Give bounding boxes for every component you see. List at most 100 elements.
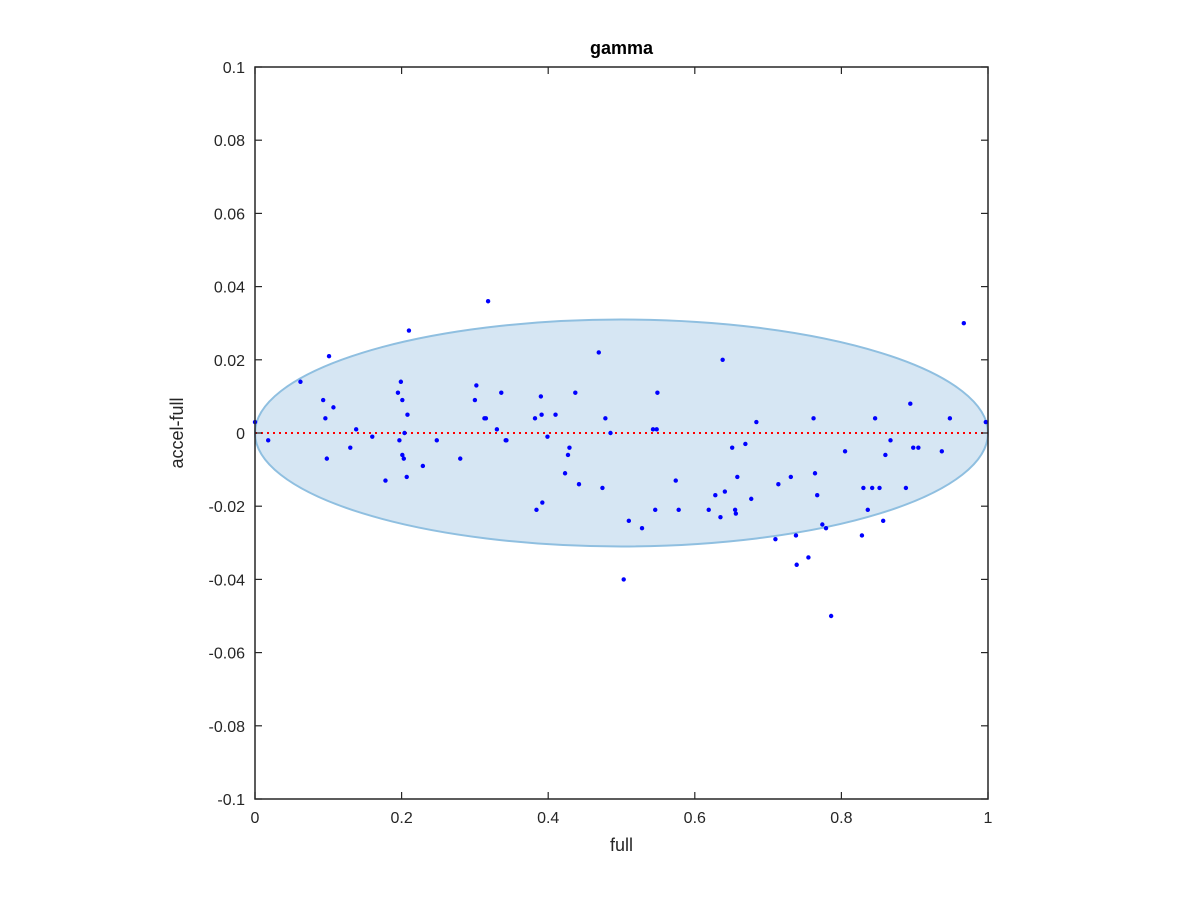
data-point	[732, 507, 738, 513]
data-point	[458, 456, 463, 461]
data-point	[573, 390, 578, 395]
data-point	[654, 427, 659, 432]
data-point	[718, 514, 723, 520]
data-point	[265, 438, 271, 443]
data-point	[880, 518, 886, 524]
data-point	[434, 438, 439, 443]
data-point	[865, 507, 870, 513]
data-point	[603, 416, 608, 421]
data-point	[485, 299, 491, 304]
y-tick-label: 0.1	[223, 60, 245, 77]
data-point	[706, 507, 711, 513]
data-points	[252, 299, 989, 619]
x-axis-label: full	[610, 835, 633, 855]
y-tick-label: 0.02	[214, 353, 245, 370]
data-point	[404, 474, 409, 480]
x-axis-ticks: 0 0.2 0.4 0.6 0.8 1	[251, 67, 993, 827]
y-tick-label: 0	[236, 426, 245, 443]
data-point	[400, 397, 405, 403]
data-point	[722, 489, 728, 494]
data-point	[401, 456, 406, 461]
data-point	[596, 350, 601, 355]
data-point	[420, 463, 426, 469]
data-point	[534, 507, 539, 513]
data-point	[806, 555, 811, 560]
data-point	[655, 390, 660, 395]
data-point	[298, 379, 303, 384]
data-point	[532, 416, 538, 421]
data-point	[567, 445, 572, 450]
x-tick-label: 0.8	[830, 810, 852, 827]
data-point	[903, 485, 909, 491]
data-point	[398, 379, 404, 384]
data-point	[872, 416, 878, 421]
chart-title: gamma	[590, 38, 654, 58]
data-point	[474, 383, 479, 388]
data-point	[600, 485, 605, 491]
data-point	[650, 427, 656, 432]
data-point	[405, 412, 410, 417]
data-point	[713, 493, 718, 498]
data-point	[383, 478, 388, 483]
data-point	[562, 471, 568, 476]
data-point	[326, 353, 332, 359]
data-point	[673, 478, 678, 483]
data-point	[812, 471, 818, 476]
data-point	[916, 445, 921, 450]
data-point	[743, 441, 748, 447]
data-point	[788, 474, 794, 480]
y-tick-label: -0.02	[209, 499, 246, 516]
data-point	[626, 518, 632, 524]
y-axis-ticks: -0.1 -0.08 -0.06 -0.04 -0.02 0 0.02 0.04 0.06 0.0…	[209, 60, 988, 809]
data-point	[828, 613, 834, 619]
data-point	[859, 533, 865, 538]
data-point	[754, 419, 759, 425]
data-point	[939, 449, 945, 454]
data-point	[538, 394, 544, 399]
data-point	[815, 493, 820, 498]
data-point	[720, 357, 725, 362]
data-point	[323, 416, 328, 421]
data-point	[565, 452, 571, 458]
data-point	[793, 533, 799, 538]
y-tick-label: -0.1	[217, 792, 245, 809]
y-tick-label: -0.06	[209, 646, 246, 663]
y-axis-label: accel-full	[167, 397, 187, 468]
data-point	[776, 482, 781, 487]
data-point	[811, 416, 816, 421]
x-tick-label: 0.6	[684, 810, 706, 827]
data-point	[676, 507, 681, 513]
data-point	[961, 321, 967, 326]
data-point	[576, 482, 582, 487]
data-point	[877, 485, 882, 491]
data-point	[733, 511, 739, 516]
data-point	[400, 452, 405, 458]
data-point	[483, 416, 489, 421]
data-point	[370, 434, 375, 439]
data-point	[539, 412, 544, 417]
data-point	[908, 401, 913, 406]
data-point	[348, 445, 353, 450]
data-point	[553, 412, 558, 417]
data-point	[324, 456, 330, 461]
y-tick-label: 0.04	[214, 280, 245, 297]
y-tick-label: -0.04	[209, 572, 246, 589]
x-tick-label: 1	[984, 810, 993, 827]
data-point	[749, 496, 754, 502]
data-point	[504, 438, 509, 443]
data-point	[639, 525, 645, 531]
y-tick-label: -0.08	[209, 719, 246, 736]
data-point	[735, 474, 740, 480]
data-point	[911, 445, 916, 450]
data-point	[621, 577, 626, 582]
data-point	[395, 390, 401, 395]
data-point	[861, 485, 866, 491]
data-point	[820, 522, 825, 527]
y-tick-label: 0.06	[214, 206, 245, 223]
data-point	[773, 536, 778, 542]
data-point	[888, 438, 893, 443]
data-point	[947, 416, 953, 421]
data-point	[842, 449, 848, 454]
data-point	[653, 507, 658, 513]
